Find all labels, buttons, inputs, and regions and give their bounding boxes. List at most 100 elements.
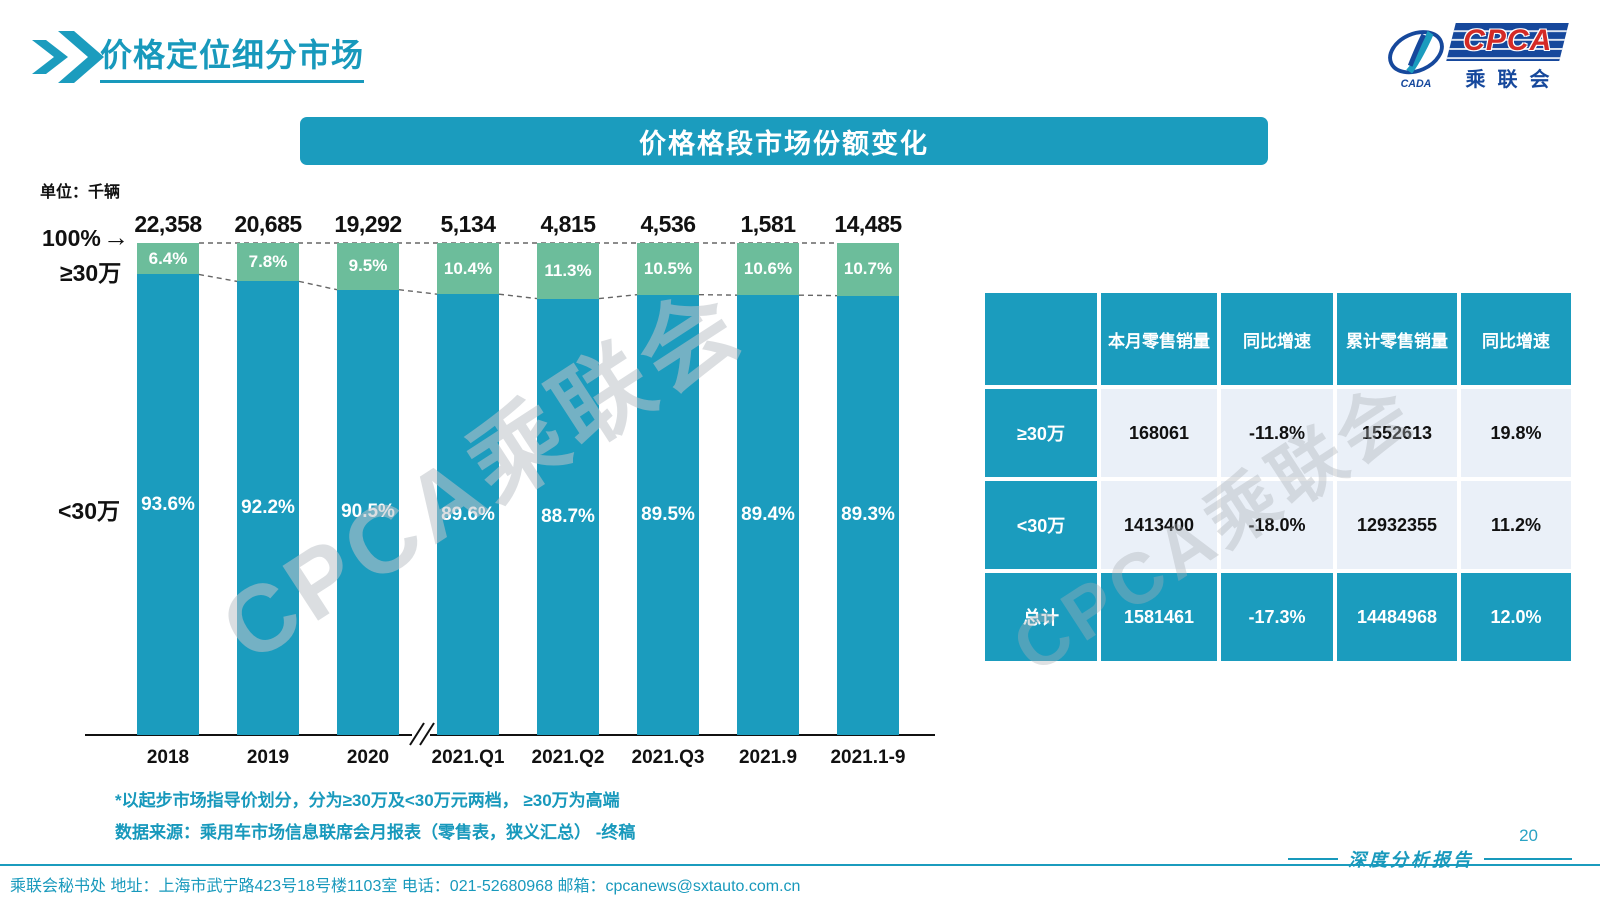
x-axis-label: 2021.9: [738, 747, 798, 768]
table-cell: -18.0%: [1221, 481, 1333, 569]
x-axis-label: 2021.1-9: [830, 747, 906, 768]
table-row-label: <30万: [985, 481, 1097, 569]
stacked-bar: 10.6% 89.4%: [737, 243, 799, 735]
series-label-lt30: <30万: [58, 498, 121, 524]
table-cell: 1552613: [1337, 389, 1457, 477]
table-header-cell: 本月零售销量: [1101, 293, 1217, 385]
segment-ge30-value: 10.6%: [743, 259, 793, 279]
page-title: 价格定位细分市场: [100, 30, 365, 83]
stacked-bar: 7.8% 92.2%: [237, 243, 299, 735]
report-label-line-left: [1288, 858, 1338, 860]
table-cell: -17.3%: [1221, 573, 1333, 661]
report-label: 深度分析报告: [1288, 846, 1572, 872]
segment-ge30-value: 6.4%: [148, 248, 188, 268]
x-axis-label: 2020: [346, 747, 390, 768]
segment-ge30-value: 7.8%: [248, 252, 288, 272]
x-axis-label: 2019: [246, 747, 290, 768]
segment-ge30-value: 11.3%: [544, 260, 592, 280]
segment-lt30: 93.6%: [137, 274, 199, 735]
segment-ge30: 10.7%: [837, 243, 899, 296]
segment-lt30: 88.7%: [537, 298, 599, 735]
table-cell: 12932355: [1337, 481, 1457, 569]
segment-lt30: 89.6%: [437, 294, 499, 735]
segment-ge30: 10.4%: [437, 243, 499, 295]
bar-total-label: 20,685: [234, 211, 302, 237]
table-cell: 1413400: [1101, 481, 1217, 569]
segment-lt30-value: 93.6%: [141, 493, 195, 515]
cpca-chinese-name: 乘联会: [1465, 68, 1562, 91]
table-cell: 19.8%: [1461, 389, 1571, 477]
segment-ge30: 9.5%: [337, 243, 399, 290]
segment-lt30-value: 92.2%: [241, 497, 295, 519]
segment-lt30: 89.4%: [737, 295, 799, 735]
segment-ge30: 7.8%: [237, 243, 299, 282]
stacked-bar: 6.4% 93.6%: [137, 243, 199, 735]
segment-lt30-value: 90.5%: [341, 501, 395, 523]
segment-lt30: 90.5%: [337, 289, 399, 735]
x-axis-label: 2021.Q2: [531, 747, 605, 768]
x-axis-label: 2018: [146, 747, 190, 768]
segment-lt30-value: 89.5%: [641, 503, 695, 525]
bar-total-label: 1,581: [740, 211, 796, 237]
segment-lt30: 89.3%: [837, 295, 899, 735]
table-header-cell: [985, 293, 1097, 385]
axis-100-label: 100%: [42, 225, 101, 251]
segment-ge30: 6.4%: [137, 243, 199, 275]
x-axis-label: 2021.Q3: [631, 747, 705, 768]
stacked-bar: 10.7% 89.3%: [837, 243, 899, 735]
report-label-line-right: [1484, 858, 1572, 860]
stacked-bar: 9.5% 90.5%: [337, 243, 399, 735]
unit-label: 单位：千辆: [40, 184, 121, 201]
segment-lt30: 92.2%: [237, 281, 299, 735]
table-header-cell: 累计零售销量: [1337, 293, 1457, 385]
segment-ge30: 11.3%: [537, 243, 599, 299]
stacked-bar: 11.3% 88.7%: [537, 243, 599, 735]
segment-lt30-value: 89.4%: [741, 504, 795, 526]
page-number: 20: [1519, 826, 1538, 845]
cpca-wordmark: CPCA: [1446, 22, 1569, 61]
bar-total-label: 14,485: [834, 211, 902, 237]
segment-ge30-value: 10.7%: [843, 259, 893, 279]
bar-total-label: 4,815: [540, 211, 596, 237]
arrow-icon: →: [103, 222, 129, 252]
segment-ge30-value: 10.4%: [443, 258, 493, 278]
x-axis-label: 2021.Q1: [431, 747, 505, 768]
chart-title: 价格格段市场份额变化: [639, 128, 929, 159]
table-row-label: 总计: [985, 573, 1097, 661]
footnote-definition: *以起步市场指导价划分，分为≥30万及<30万元两档， ≥30万为高端: [115, 791, 620, 810]
table-row-label: ≥30万: [985, 389, 1097, 477]
segment-ge30-value: 9.5%: [348, 256, 388, 276]
segment-ge30-value: 10.5%: [643, 258, 693, 278]
table-cell: 11.2%: [1461, 481, 1571, 569]
footer-contact-info: 乘联会秘书处 地址：上海市武宁路423号18号楼1103室 电话：021-526…: [10, 878, 801, 895]
bar-total-label: 22,358: [134, 211, 202, 237]
cpca-logo: CADA CPCA 乘联会: [1385, 18, 1585, 96]
table-cell: 1581461: [1101, 573, 1217, 661]
segment-lt30-value: 88.7%: [541, 505, 595, 527]
chart-title-banner: 价格格段市场份额变化: [300, 117, 1268, 165]
series-label-ge30: ≥30万: [60, 260, 122, 286]
footnote-source: 数据来源：乘用车市场信息联席会月报表（零售表，狭义汇总） -终稿: [115, 823, 636, 842]
cada-emblem-icon: CADA: [1388, 30, 1444, 90]
table-header-cell: 同比增速: [1221, 293, 1333, 385]
stacked-bar: 10.5% 89.5%: [637, 243, 699, 735]
double-chevron-icon: [32, 31, 104, 83]
footer-divider: [0, 864, 1600, 866]
bar-total-label: 5,134: [440, 211, 496, 237]
segment-lt30-value: 89.6%: [441, 503, 495, 525]
stacked-bar: 10.4% 89.6%: [437, 243, 499, 735]
table-cell: 168061: [1101, 389, 1217, 477]
segment-lt30-value: 89.3%: [841, 504, 895, 526]
table-cell: 14484968: [1337, 573, 1457, 661]
table-header-cell: 同比增速: [1461, 293, 1571, 385]
cada-text: CADA: [1401, 78, 1432, 90]
table-cell: -11.8%: [1221, 389, 1333, 477]
segment-lt30: 89.5%: [637, 294, 699, 735]
segment-ge30: 10.6%: [737, 243, 799, 296]
bar-total-label: 4,536: [640, 211, 696, 237]
segment-ge30: 10.5%: [637, 243, 699, 295]
sales-table: 本月零售销量 同比增速 累计零售销量 同比增速 ≥30万 168061 -11.8% 1552…: [985, 293, 1571, 661]
chart-axis-and-connectors: [85, 242, 935, 746]
bar-total-label: 19,292: [334, 211, 402, 237]
stacked-bar-chart: 22,358 6.4% 93.6% 2018 20,685 7.8% 92.2% 2019 19…: [0, 205, 960, 785]
